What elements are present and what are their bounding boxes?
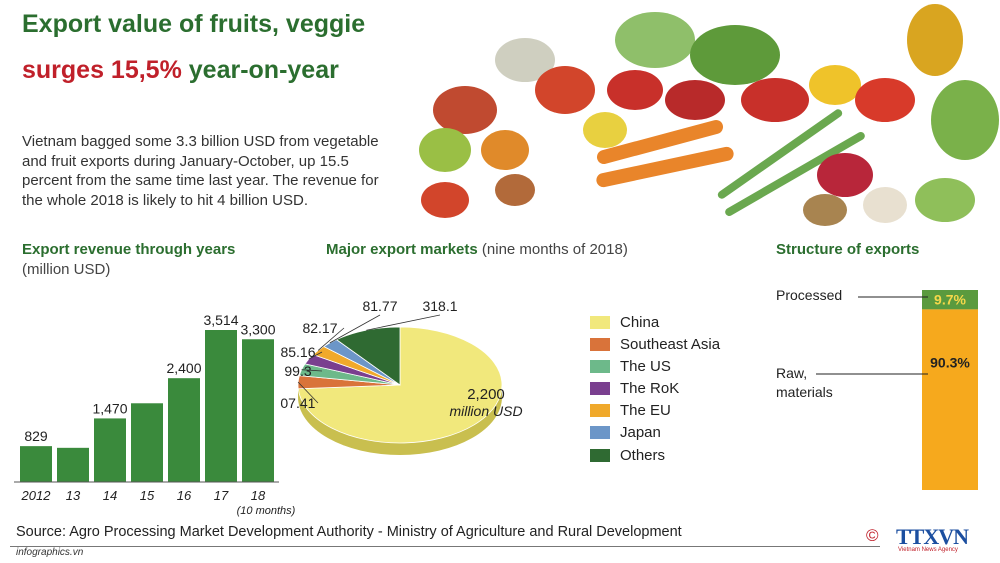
pie-unit-label: million USD xyxy=(449,403,522,419)
struct-section-title: Structure of exports xyxy=(776,241,920,258)
bar-17 xyxy=(205,330,237,482)
title-accent: surges 15,5% xyxy=(22,56,182,84)
pie-value-label: 2,200 xyxy=(467,386,505,403)
raw-segment xyxy=(922,309,978,490)
processed-value-label: 9.7% xyxy=(934,292,966,308)
pie-value-label: 85.16 xyxy=(280,344,315,360)
footer-divider xyxy=(10,546,880,547)
legend-label: The US xyxy=(620,357,671,375)
pie-leader-line xyxy=(317,327,345,351)
legend-label: Others xyxy=(620,446,666,464)
processed-segment xyxy=(922,290,978,310)
bar-value-label: 3,300 xyxy=(240,321,275,337)
legend-swatch xyxy=(590,359,610,373)
bar-value-label: 2,400 xyxy=(166,360,201,376)
pie-leader-line xyxy=(308,351,323,360)
legend-item: The RoK xyxy=(590,378,720,400)
structure-chart: 9.7% 90.3% Processed Raw, materials xyxy=(776,287,978,490)
pie-leader-line xyxy=(329,314,381,344)
legend-swatch xyxy=(590,426,610,440)
bar-value-label: 3,514 xyxy=(203,312,238,328)
site-name: infographics.vn xyxy=(16,547,84,558)
pie-title-sub: (nine months of 2018) xyxy=(477,241,628,258)
bar-title-text: Export revenue through years xyxy=(22,241,236,258)
pie-leader-line xyxy=(366,314,441,331)
pie-leader-line xyxy=(297,381,319,404)
legend-label: Japan xyxy=(620,424,661,442)
bar-category-label: 16 xyxy=(177,488,192,503)
pie-section-title: Major export markets (nine months of 201… xyxy=(326,240,656,260)
copyright-symbol: © xyxy=(866,526,879,545)
pie-value-label: 107.41 xyxy=(280,395,316,411)
pie-value-label: 99.3 xyxy=(284,363,311,379)
bar-category-label: 17 xyxy=(214,488,229,503)
legend-item: The US xyxy=(590,355,720,377)
legend-swatch xyxy=(590,382,610,396)
bar-14 xyxy=(94,418,126,482)
raw-value-label: 90.3% xyxy=(930,354,970,370)
raw-label-line-2: materials xyxy=(776,384,833,400)
ttxvn-logo-sub: Vietnam News Agency xyxy=(898,547,958,553)
raw-label-line-1: Raw, xyxy=(776,365,807,381)
revenue-bar-chart: 829 2012 13 1,470 14 15 2,400 16 3,514 17 3,300 18 (… xyxy=(14,312,296,517)
pie-legend: China Southeast Asia The US The RoK The EU Ja… xyxy=(590,311,720,466)
ttxvn-logo: TTXVN xyxy=(896,524,969,549)
legend-label: The RoK xyxy=(620,380,680,398)
legend-label: The EU xyxy=(620,402,671,420)
legend-item: China xyxy=(590,311,720,333)
legend-swatch xyxy=(590,448,610,462)
bar-13 xyxy=(57,447,89,482)
bar-category-label: 18 xyxy=(251,488,266,503)
intro-text: Vietnam bagged some 3.3 billion USD from… xyxy=(22,133,379,209)
bar-category-label: 13 xyxy=(66,488,81,503)
bar-title-unit: (million USD) xyxy=(22,261,111,278)
processed-label: Processed xyxy=(776,287,842,303)
pie-value-label: 82.17 xyxy=(302,320,337,336)
title-rest: year-on-year xyxy=(181,56,339,84)
legend-swatch xyxy=(590,315,610,329)
legend-item: Southeast Asia xyxy=(590,333,720,355)
legend-label: China xyxy=(620,313,660,331)
legend-label: Southeast Asia xyxy=(620,335,721,353)
pie-value-label: 81.77 xyxy=(362,298,397,314)
legend-item: Japan xyxy=(590,422,720,444)
legend-item: Others xyxy=(590,444,720,466)
bar-category-label: 14 xyxy=(103,488,117,503)
bar-value-label: 1,470 xyxy=(92,400,127,416)
bar-category-label: 2012 xyxy=(21,488,52,503)
bar-value-label: 829 xyxy=(24,428,48,444)
bar-16 xyxy=(168,378,200,482)
legend-swatch xyxy=(590,337,610,351)
legend-item: The EU xyxy=(590,400,720,422)
pie-value-label: 318.1 xyxy=(422,298,457,314)
bar-category-label: 15 xyxy=(140,488,155,503)
vegetables-illustration xyxy=(419,4,999,226)
title-line-1: Export value of fruits, veggie xyxy=(22,10,366,38)
title-line-2: surges 15,5% year-on-year xyxy=(22,56,339,85)
bar-15 xyxy=(131,403,163,482)
legend-swatch xyxy=(590,404,610,418)
bar-section-title: Export revenue through years (million US… xyxy=(22,240,262,280)
bar-note-label: (10 months) xyxy=(237,505,296,517)
source-note: Source: Agro Processing Market Developme… xyxy=(16,524,682,540)
pie-leader-line xyxy=(301,369,323,372)
bar-18 xyxy=(242,339,274,482)
bar-2012 xyxy=(20,446,52,482)
pie-title-text: Major export markets xyxy=(326,241,478,258)
